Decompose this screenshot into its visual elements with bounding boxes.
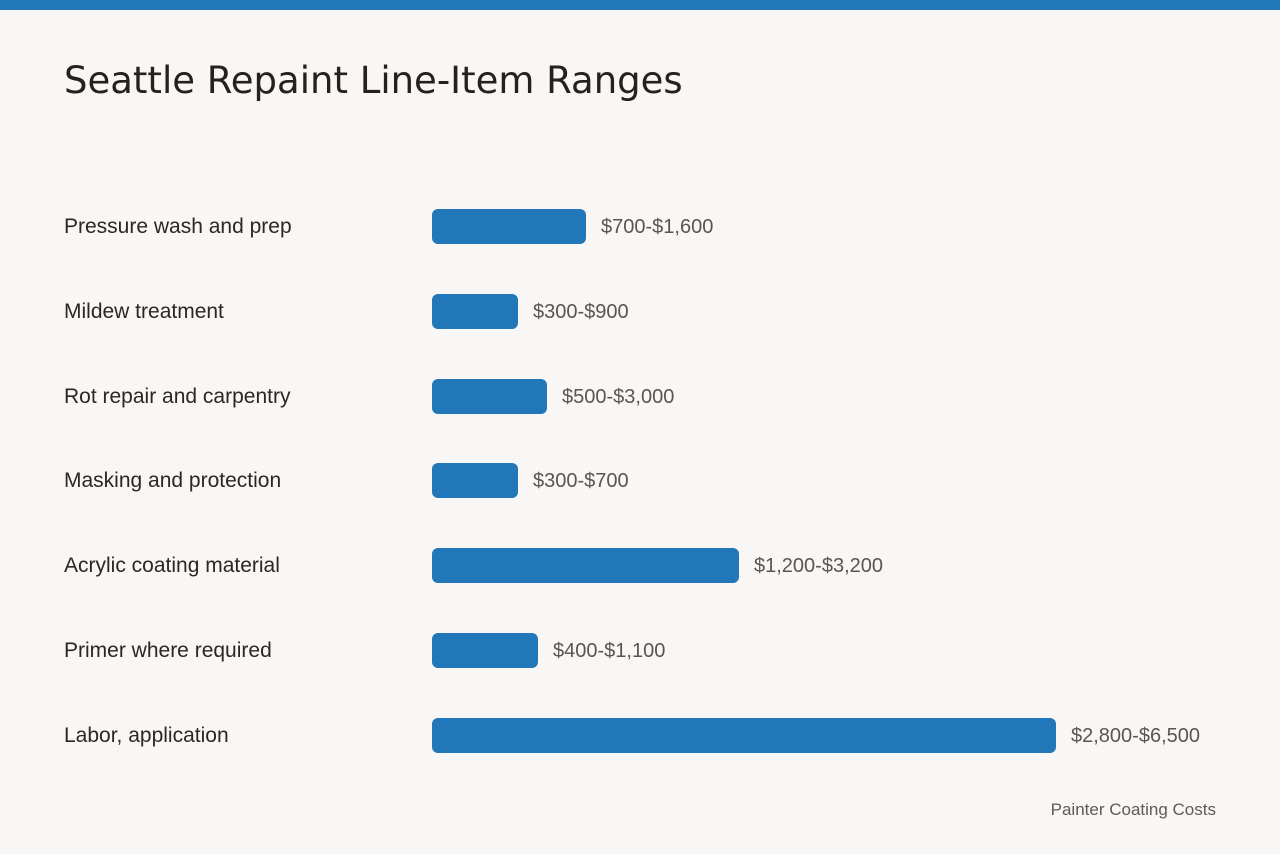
source-label: Painter Coating Costs: [1050, 800, 1216, 819]
value-label: $300-$900: [533, 300, 629, 323]
bar: [432, 548, 739, 584]
value-label: $300-$700: [533, 470, 629, 493]
bar: [432, 378, 547, 414]
value-label: $400-$1,100: [553, 640, 666, 663]
value-label: $2,800-$6,500: [1071, 724, 1201, 747]
bar-row: Primer where required $400-$1,100: [0, 633, 1280, 669]
category-label: Pressure wash and prep: [64, 215, 292, 238]
category-label: Masking and protection: [64, 469, 282, 493]
category-label: Mildew treatment: [64, 299, 224, 323]
bar-row: Pressure wash and prep $700-$1,600: [0, 209, 1280, 245]
bar-row: Rot repair and carpentry $500-$3,000: [0, 378, 1280, 415]
chart-title: Seattle Repaint Line-Item Ranges: [64, 59, 683, 102]
value-label: $500-$3,000: [562, 385, 675, 408]
bar: [432, 209, 586, 244]
category-label: Primer where required: [64, 639, 272, 663]
bar: [432, 293, 518, 329]
bar-row: Acrylic coating material $1,200-$3,200: [0, 548, 1280, 584]
category-label: Labor, application: [64, 723, 229, 747]
value-label: $1,200-$3,200: [754, 555, 884, 578]
category-label: Rot repair and carpentry: [64, 384, 291, 408]
category-label: Acrylic coating material: [64, 554, 280, 578]
top-accent-bar: [0, 0, 1280, 10]
value-label: $700-$1,600: [601, 216, 714, 238]
bar-row: Labor, application $2,800-$6,500: [0, 717, 1280, 754]
bar-row: Masking and protection $300-$700: [0, 463, 1280, 499]
bar: [432, 463, 518, 499]
bar-row: Mildew treatment $300-$900: [0, 293, 1280, 330]
bar: [432, 633, 538, 669]
bar: [432, 717, 1056, 753]
